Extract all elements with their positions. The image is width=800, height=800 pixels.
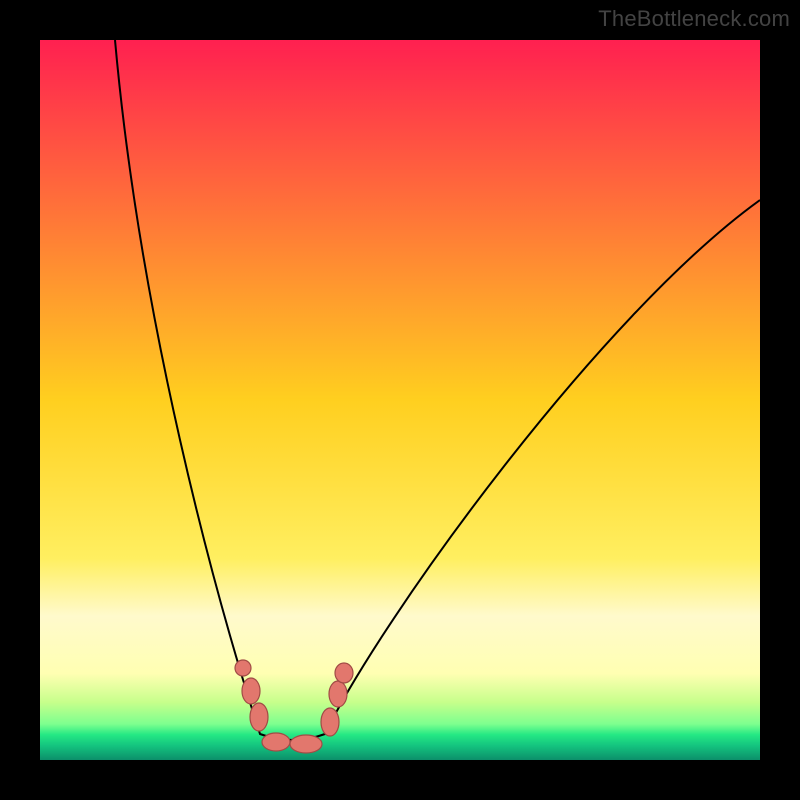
valley-marker [321,708,339,736]
valley-marker [262,733,290,751]
valley-marker [235,660,251,676]
chart-root: TheBottleneck.com [0,0,800,800]
valley-marker [290,735,322,753]
watermark-text: TheBottleneck.com [598,6,790,32]
chart-svg [0,0,800,800]
valley-marker [335,663,353,683]
plot-area [40,40,760,760]
valley-marker [250,703,268,731]
valley-marker [242,678,260,704]
valley-marker [329,681,347,707]
gradient-background [40,40,760,760]
